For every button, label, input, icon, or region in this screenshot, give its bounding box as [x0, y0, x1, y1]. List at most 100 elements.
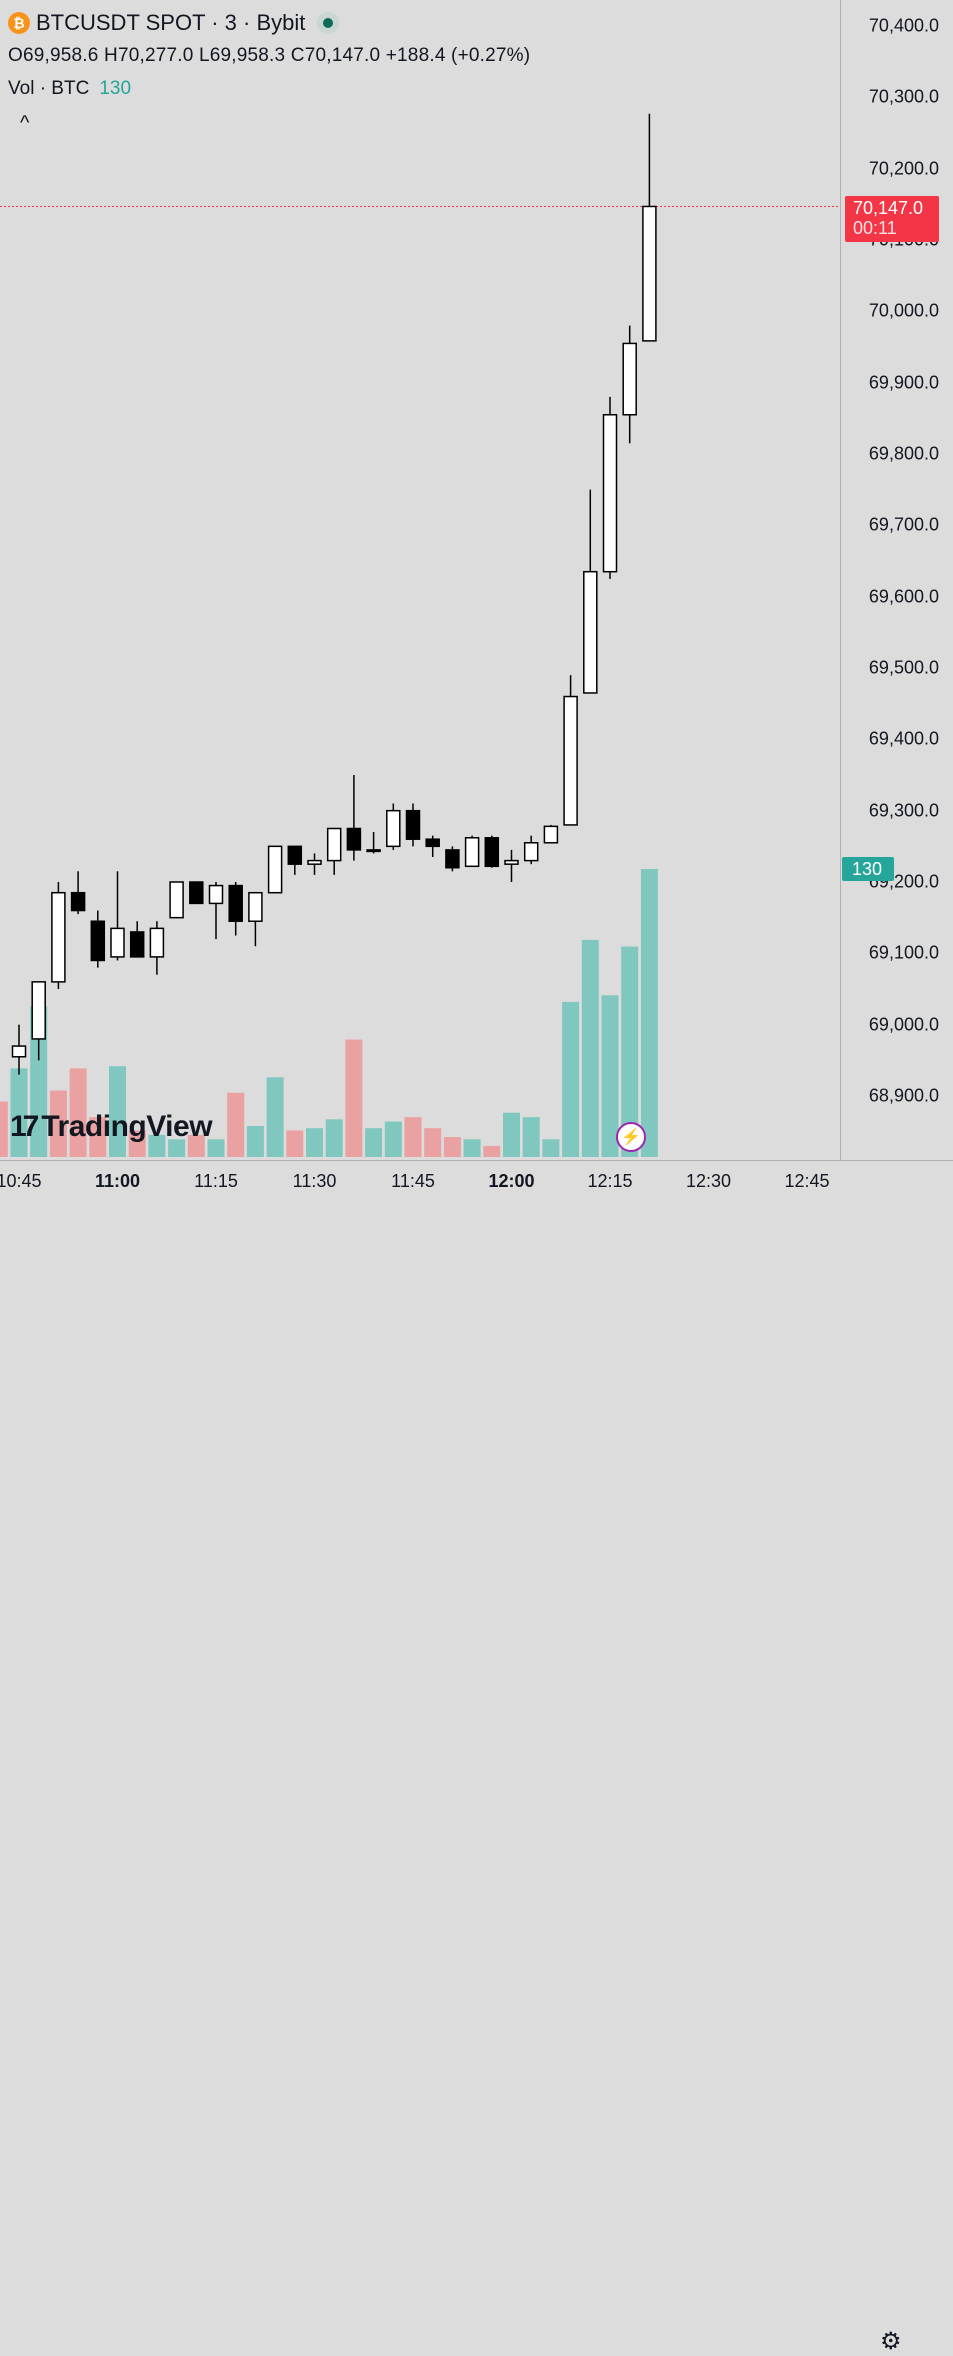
candle-body [425, 838, 440, 848]
time-tick-label: 12:15 [587, 1171, 633, 1191]
volume-bar [109, 1066, 126, 1157]
price-tick-label: 70,400.0 [868, 15, 939, 36]
candle-body [189, 881, 204, 905]
volume-bar [601, 995, 619, 1157]
volume-bar [30, 1006, 48, 1157]
candle-body [11, 1045, 27, 1058]
volume-legend[interactable]: Vol · BTC 130 [8, 78, 131, 100]
candle-body [405, 809, 421, 840]
candle-body [228, 884, 243, 922]
volume-bar [0, 1101, 8, 1157]
volume-value: 130 [99, 78, 132, 99]
volume-bar [522, 1117, 540, 1157]
volume-bar [128, 1130, 146, 1157]
volume-bar [286, 1130, 304, 1157]
candle-body [208, 884, 224, 905]
time-tick-label: 11:00 [94, 1171, 141, 1191]
candle-body [31, 981, 46, 1040]
candle-body [622, 342, 637, 416]
candle-body [602, 414, 618, 573]
price-tick-label: 70,300.0 [868, 86, 939, 107]
candle-body [445, 849, 460, 869]
symbol-title[interactable]: BTCUSDT SPOT · 3 · Bybit [36, 10, 306, 35]
candle-body [504, 859, 519, 865]
volume-bar [621, 946, 639, 1157]
candle-body [484, 837, 500, 868]
current-price-label: 70,147.0 [853, 198, 924, 218]
volume-bar [325, 1119, 343, 1157]
bar-countdown: 00:11 [853, 218, 897, 238]
volume-label: Vol · BTC [8, 78, 90, 99]
ohlc-values: O69,958.6 H70,277.0 L69,958.3 C70,147.0 … [8, 45, 531, 66]
volume-bar [463, 1139, 481, 1157]
gear-icon[interactable]: ⚙ [880, 2328, 902, 2355]
candle-body [543, 825, 559, 844]
price-tick-label: 69,000.0 [868, 1014, 939, 1035]
volume-bar [89, 1117, 107, 1157]
time-tick-label: 12:30 [685, 1171, 732, 1191]
candle-body [287, 845, 303, 865]
candle-body [129, 931, 145, 958]
candle-body [464, 837, 480, 868]
time-axis[interactable]: ⚙ 10:45 11:00 11:15 11:30 11:45 12:00 12:15 12:… [0, 1160, 953, 2355]
volume-bar [148, 1134, 166, 1157]
time-tick-label: 12:45 [784, 1171, 830, 1191]
candle-body [149, 927, 165, 958]
price-tick-label: 68,900.0 [868, 1085, 939, 1106]
volume-bar [10, 1068, 28, 1157]
price-tick-label: 70,000.0 [868, 300, 939, 321]
time-tick-label: 11:15 [194, 1171, 238, 1191]
price-tick-label: 69,800.0 [868, 443, 939, 464]
price-tick-label: 69,700.0 [868, 514, 939, 535]
tradingview-logo: 17 TradingView [10, 1110, 213, 1144]
volume-bar [483, 1145, 501, 1157]
volume-bar [365, 1128, 383, 1157]
price-chart[interactable] [0, 0, 840, 1160]
volume-bar [49, 1090, 67, 1157]
price-tick-label: 69,600.0 [868, 586, 939, 607]
volume-bar [640, 869, 658, 1157]
price-tick-label: 70,200.0 [868, 158, 939, 179]
volume-bar [187, 1134, 205, 1157]
tradingview-wordmark: TradingView [41, 1110, 213, 1143]
volume-bar [384, 1121, 402, 1157]
candle-body [346, 827, 362, 851]
price-axis[interactable]: 70,400.070,300.070,200.070,100.070,000.0… [840, 0, 953, 1160]
price-tick-label: 69,100.0 [868, 942, 939, 963]
volume-bar [404, 1117, 422, 1157]
volume-bar [562, 1001, 580, 1157]
bitcoin-icon: ₿ [8, 12, 30, 34]
volume-bar [227, 1092, 245, 1157]
time-tick-label: 11:45 [391, 1171, 435, 1191]
volume-bar [581, 939, 599, 1157]
tradingview-mark-icon: 17 [10, 1110, 39, 1143]
candle-body [90, 920, 106, 962]
candle-body [70, 891, 86, 912]
volume-bar [246, 1125, 264, 1157]
candle-body [110, 927, 125, 958]
candle-body [523, 842, 539, 862]
candle-body [267, 845, 283, 894]
symbol-legend[interactable]: ₿ BTCUSDT SPOT · 3 · Bybit [8, 10, 340, 36]
candle-body [248, 891, 263, 922]
candle-body [563, 695, 578, 826]
volume-bar [503, 1112, 520, 1157]
candle-body [642, 205, 657, 342]
time-tick-label: 12:00 [488, 1171, 535, 1191]
volume-bar [266, 1077, 284, 1157]
candle-body [326, 827, 342, 862]
time-tick-label: 11:30 [292, 1171, 337, 1191]
volume-bar [542, 1139, 560, 1157]
volume-bar [168, 1139, 186, 1157]
candle-body [51, 891, 66, 983]
candle-body [366, 849, 381, 853]
chart-pane[interactable]: ₿ BTCUSDT SPOT · 3 · Bybit O69,958.6 H70… [0, 0, 840, 1160]
lightning-icon[interactable]: ⚡ [616, 1122, 646, 1152]
candle-body [583, 570, 598, 694]
collapse-legend-icon[interactable]: ^ [20, 112, 30, 134]
price-tick-label: 69,300.0 [868, 800, 939, 821]
market-status-icon[interactable] [317, 12, 340, 34]
volume-bar [443, 1137, 461, 1157]
current-price-badge: 70,147.0 00:11 [845, 196, 939, 242]
volume-bar [306, 1128, 323, 1157]
